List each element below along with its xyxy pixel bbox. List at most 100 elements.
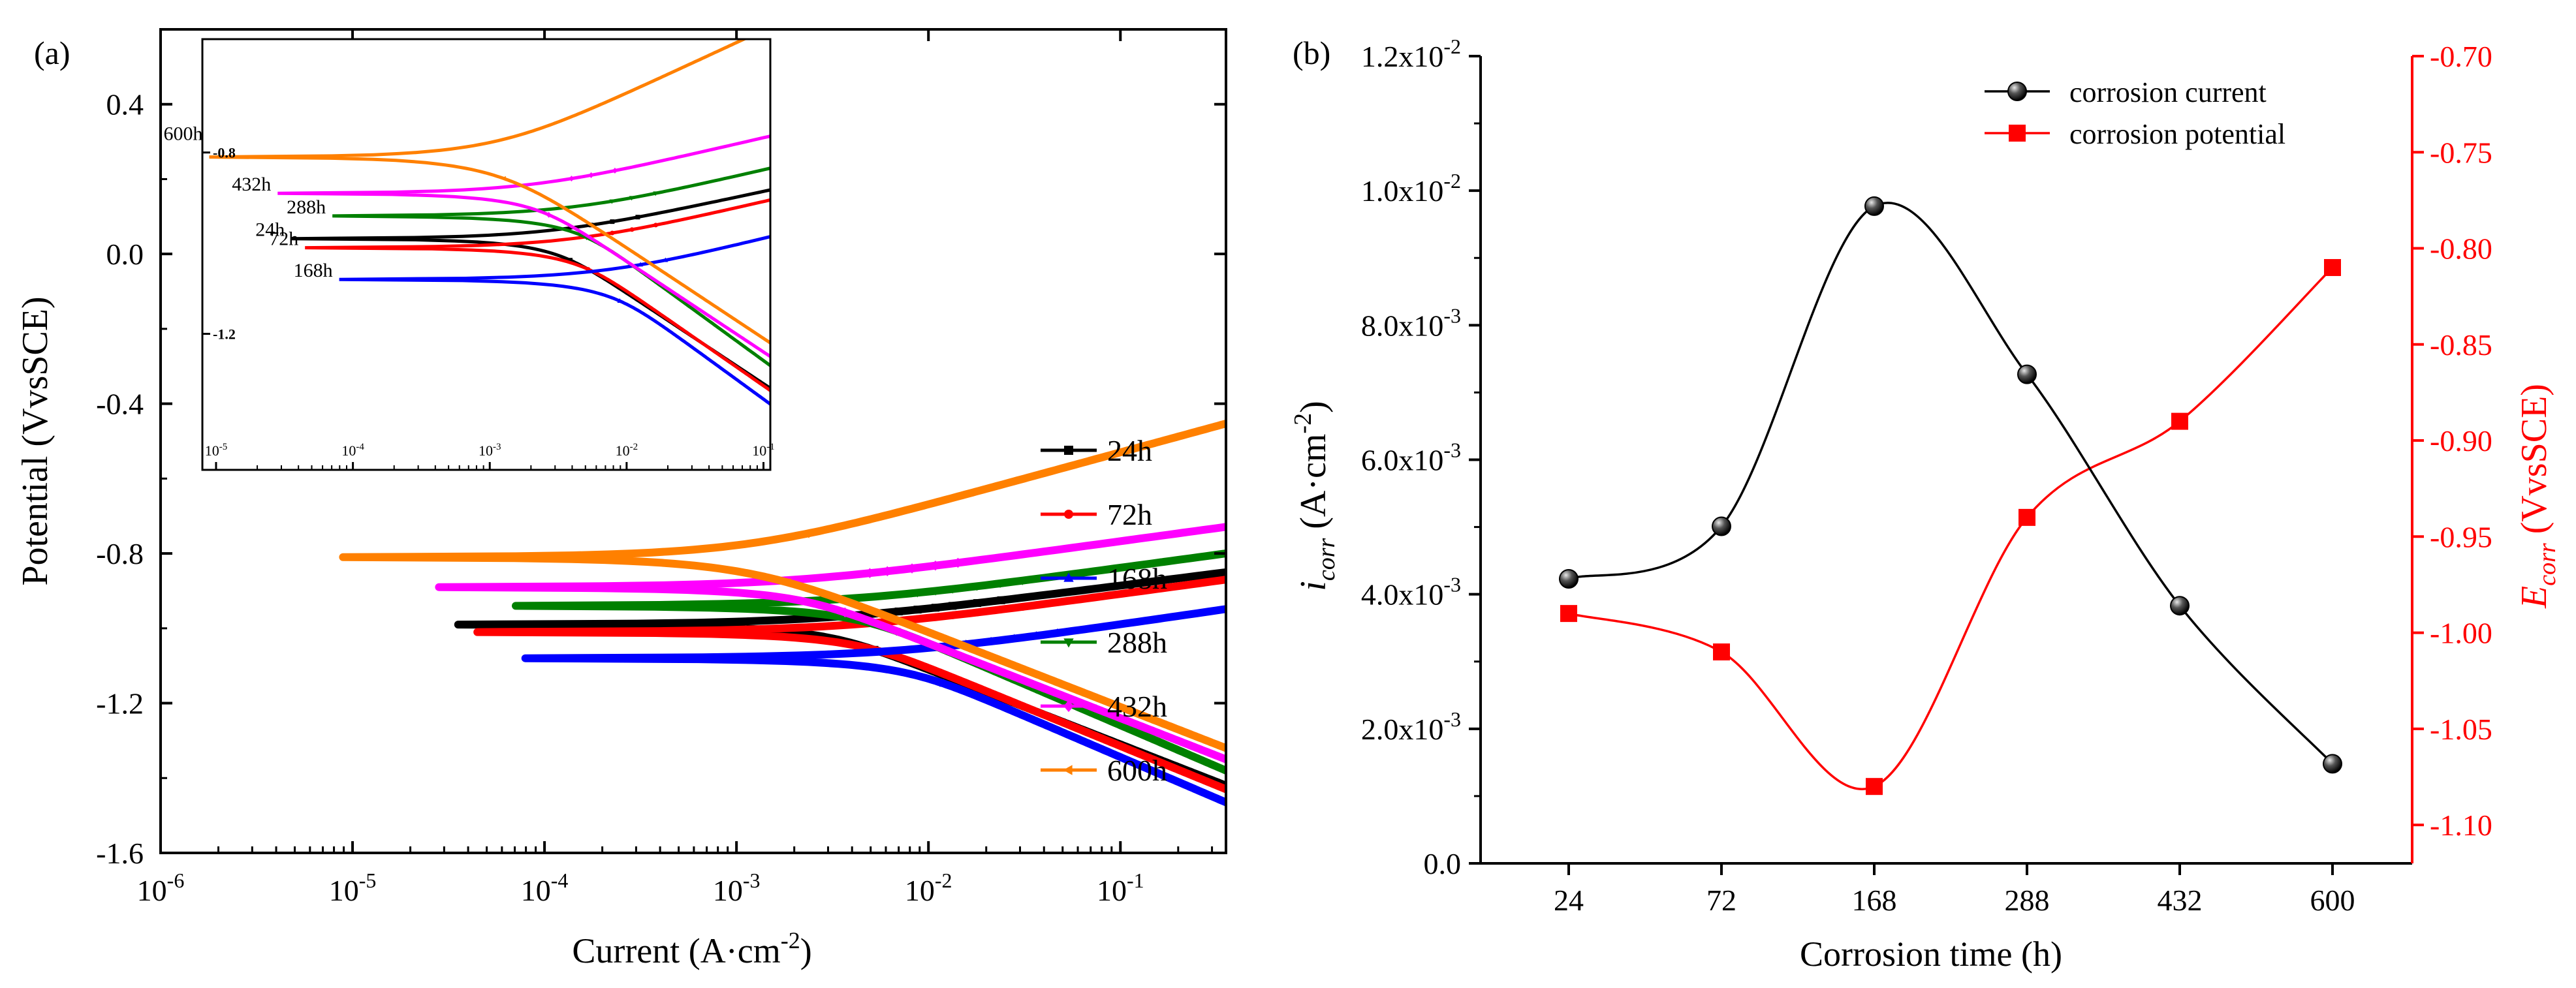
curve-marker-24h <box>973 599 982 608</box>
inset-marker-288h <box>609 199 615 204</box>
inset-curve-600h <box>209 39 770 345</box>
inset-x-tick-label: 10-1 <box>752 442 775 459</box>
inset-marker-432h <box>588 172 594 178</box>
inset-marker-168h <box>638 262 643 267</box>
x-tick-label: 10-2 <box>905 869 952 907</box>
curve-marker-432h <box>907 563 917 574</box>
inset-series-label: 72h <box>269 228 298 250</box>
panel-a-legend: 24h 72h 168h 288h 432h 600h <box>1041 434 1167 787</box>
legend-label-72h: 72h <box>1107 498 1152 531</box>
legend-marker-432h <box>1063 700 1074 713</box>
curve-marker-432h <box>865 568 875 579</box>
panel-a-axes: 10-6 10-5 10-4 10-3 10-2 10-1 -1.6 -1.2 -0.8 -0.4… <box>96 29 1226 907</box>
curve-288h <box>512 549 1226 775</box>
current-point <box>1864 196 1884 216</box>
legend-marker-24h <box>1064 446 1073 455</box>
panel-b-xtitle: Corrosion time (h) <box>1800 934 2062 974</box>
legend-marker-current <box>2007 82 2027 101</box>
inset-curve-432h <box>277 134 770 359</box>
legend-label-600h: 600h <box>1107 754 1167 787</box>
curve-marker-72h <box>932 613 940 621</box>
curve-600h <box>339 419 1226 752</box>
x-tick-label: 10-4 <box>521 869 569 907</box>
curve-marker-24h <box>894 608 903 616</box>
potential-point <box>2324 258 2341 276</box>
panel-b-corrosion-parameters-chart: (b) 24 72 168 288 432 600 0.0 2.0x10-3 4.0x10-3 6… <box>1289 35 2561 974</box>
legend-label-24h: 24h <box>1107 434 1152 467</box>
current-line <box>1568 202 2334 765</box>
current-point <box>2017 364 2037 384</box>
b-right-tick-label: -1.05 <box>2430 713 2492 746</box>
current-point <box>1559 568 1579 589</box>
inset-x-tick-label: 10-3 <box>479 442 501 459</box>
y-tick-label: -1.6 <box>96 837 144 870</box>
legend-marker-72h <box>1064 510 1073 519</box>
inset-marker-24h <box>568 258 573 263</box>
inset-marker-600h <box>501 176 506 181</box>
legend-marker-potential <box>2009 125 2026 142</box>
b-x-tick-label: 72 <box>1706 884 1736 917</box>
curve-marker-168h <box>939 679 949 687</box>
curve-marker-72h <box>895 653 903 662</box>
potential-line <box>1568 266 2334 790</box>
inset-marker-432h <box>569 176 574 182</box>
curve-24h <box>454 568 1226 790</box>
curve-marker-72h <box>949 611 957 619</box>
inset-chart: 10-5 10-4 10-3 10-2 10-1-0.8-1.2 600h432h288… <box>163 38 775 471</box>
b-left-tick-label: 6.0x10-3 <box>1361 439 1461 477</box>
b-x-tick-label: 168 <box>1852 884 1897 917</box>
inset-marker-288h <box>653 191 659 196</box>
curve-432h <box>435 523 1226 764</box>
potential-point <box>2171 412 2188 430</box>
panel-a-label: (a) <box>34 35 71 71</box>
y-tick-label: 0.0 <box>106 238 144 271</box>
curve-marker-168h <box>1010 634 1019 642</box>
curve-marker-72h <box>996 606 1005 614</box>
b-x-tick-label: 432 <box>2158 884 2203 917</box>
b-x-tick-label: 600 <box>2310 884 2355 917</box>
curve-marker-24h <box>913 606 922 614</box>
y-tick-label: -1.2 <box>96 687 144 720</box>
potential-point <box>1713 643 1730 661</box>
panel-b-right-ytitle: Ecorr (VvsSCE) <box>2514 384 2561 609</box>
panel-b-legend: corrosion current corrosion potential <box>1985 76 2285 150</box>
inset-y-tick-label: -1.2 <box>213 326 236 343</box>
legend-label-288h: 288h <box>1107 626 1167 659</box>
potential-point <box>2018 508 2035 526</box>
curve-marker-432h <box>883 566 892 577</box>
b-right-tick-label: -0.90 <box>2430 424 2492 457</box>
curve-marker-288h <box>973 583 982 591</box>
curve-marker-288h <box>1018 577 1028 585</box>
legend-label-168h: 168h <box>1107 562 1167 595</box>
inset-series-label: 432h <box>232 174 271 195</box>
curve-marker-288h <box>996 580 1005 589</box>
inset-curves <box>209 39 770 407</box>
inset-background <box>202 39 770 470</box>
curve-marker-600h <box>783 578 791 587</box>
legend-marker-168h <box>1063 572 1074 582</box>
curve-marker-288h <box>913 589 922 598</box>
b-right-tick-label: -1.10 <box>2430 809 2492 842</box>
curve-marker-24h <box>931 604 939 612</box>
panel-b-plot <box>1559 196 2342 795</box>
b-right-tick-label: -0.80 <box>2430 232 2492 266</box>
inset-marker-24h <box>635 215 640 220</box>
b-right-tick-label: -0.70 <box>2430 40 2492 73</box>
curve-168h <box>521 605 1226 807</box>
current-point <box>2323 754 2342 774</box>
panel-b-label: (b) <box>1293 35 1330 71</box>
b-left-tick-label: 1.0x10-2 <box>1361 169 1461 208</box>
x-tick-label: 10-1 <box>1097 869 1144 907</box>
curve-72h <box>473 576 1226 794</box>
curve-marker-72h <box>1018 602 1027 611</box>
inset-marker-24h <box>610 219 615 224</box>
potential-point <box>1866 778 1883 795</box>
inset-frame <box>201 38 772 471</box>
inset-curve-288h <box>332 166 770 368</box>
b-right-tick-label: -1.00 <box>2430 617 2492 650</box>
inset-curve-168h <box>339 235 770 407</box>
inset-series-label: 288h <box>287 196 326 218</box>
panel-a-ytitle: Potential (VvsSCE) <box>15 296 55 585</box>
